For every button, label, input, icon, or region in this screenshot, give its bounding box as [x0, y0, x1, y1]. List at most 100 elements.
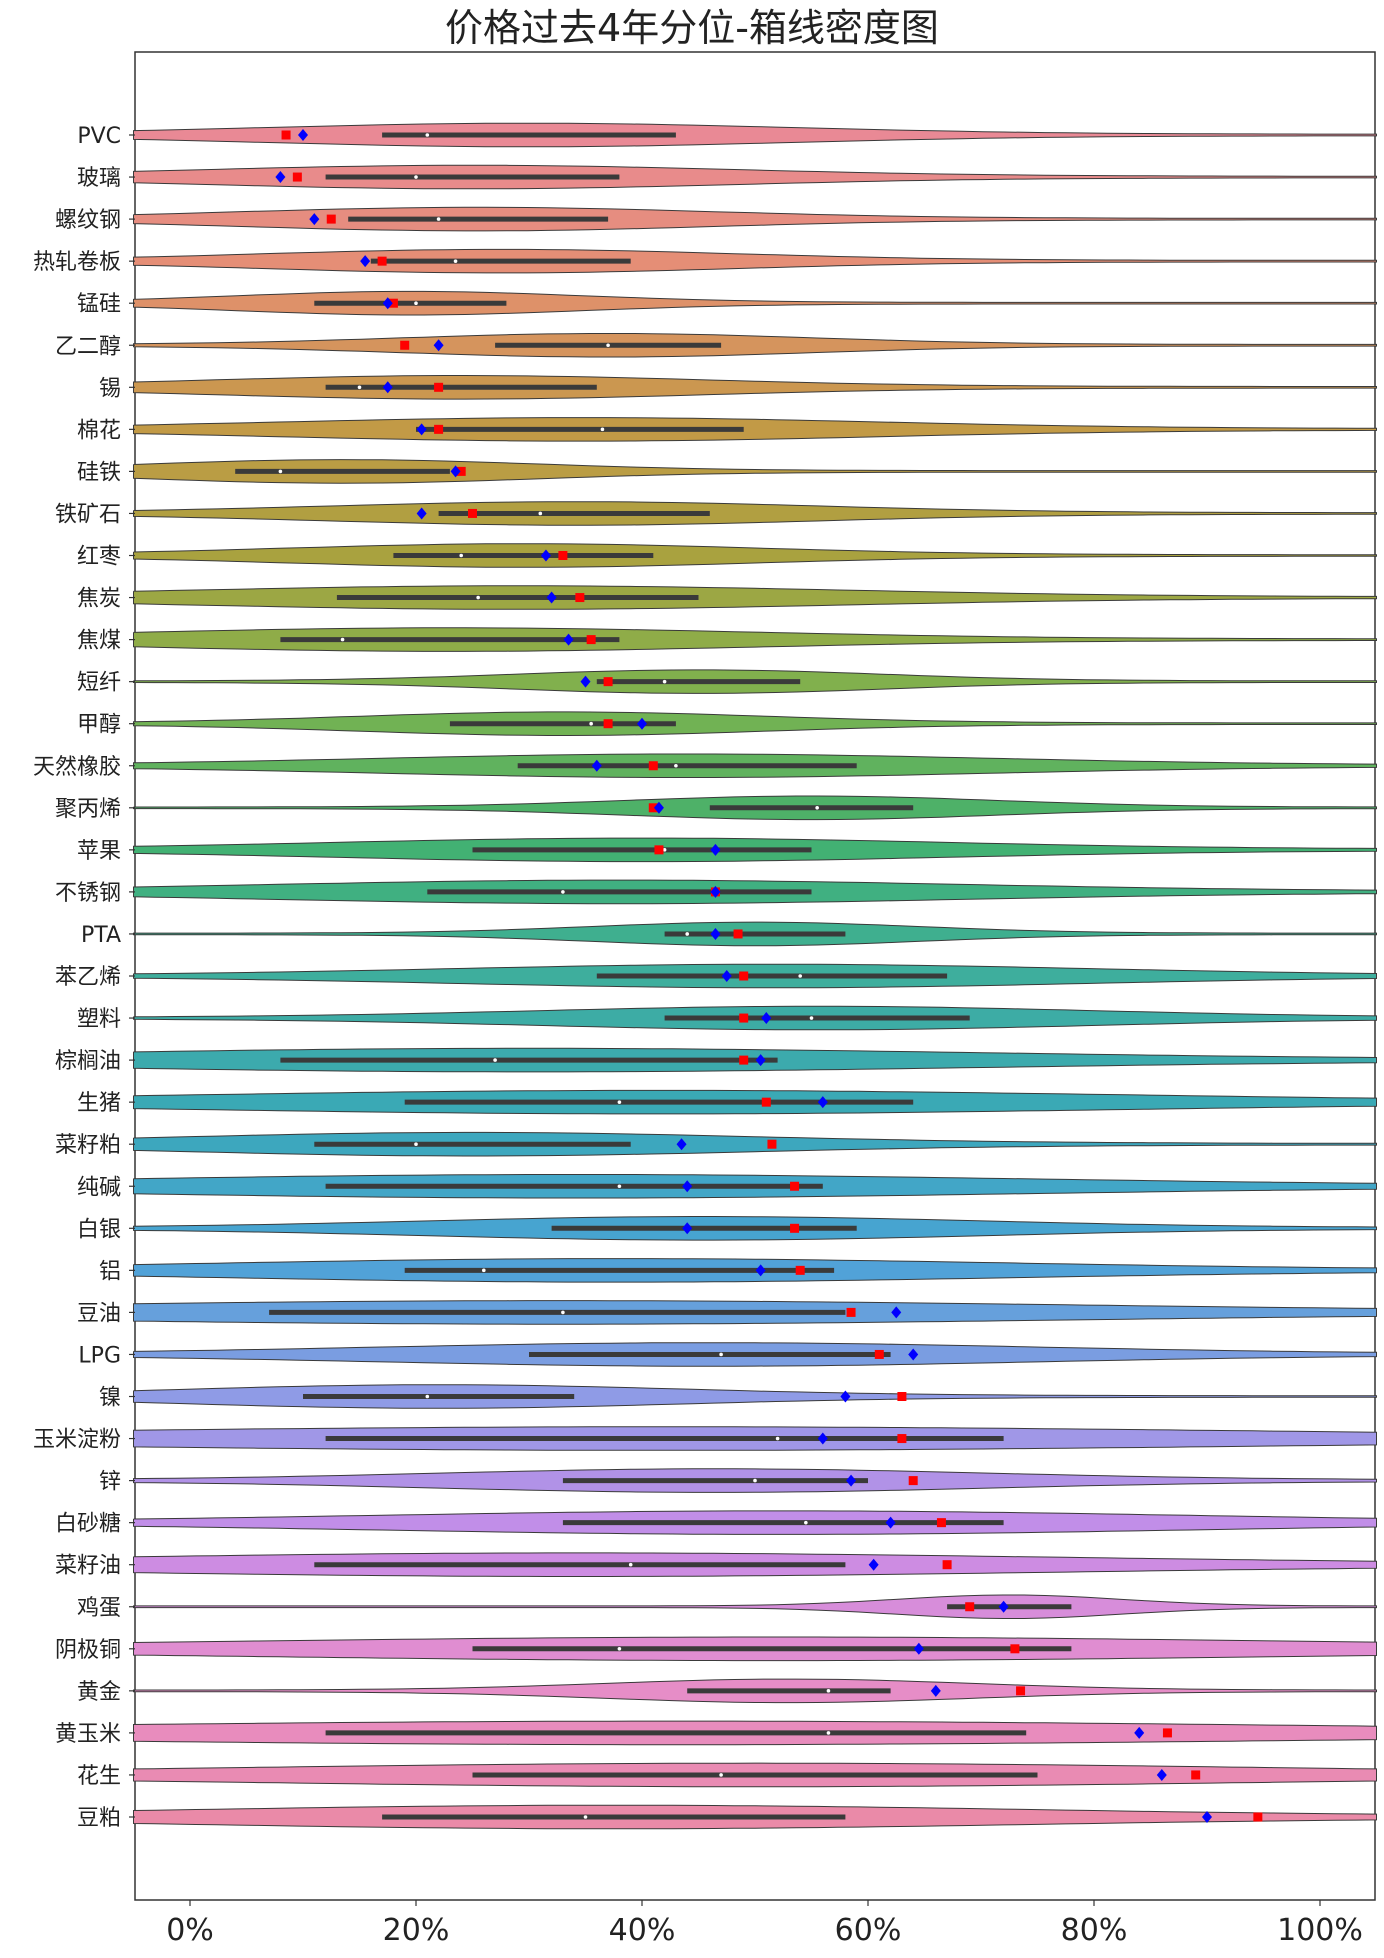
violin-body — [133, 164, 1377, 190]
blue-diamond-marker — [591, 759, 602, 772]
median-dot — [775, 1436, 780, 1441]
blue-diamond-marker — [580, 675, 591, 688]
red-square-marker — [603, 719, 613, 729]
blue-diamond-marker — [1134, 1726, 1145, 1739]
median-dot — [606, 343, 610, 348]
y-tick-label: LPG — [78, 1343, 121, 1368]
red-square-marker — [603, 677, 613, 687]
median-dot — [815, 806, 819, 810]
red-square-marker — [790, 1223, 800, 1233]
red-square-marker — [767, 1139, 777, 1149]
red-square-marker — [281, 130, 291, 140]
median-dot — [617, 1100, 622, 1104]
median-dot — [685, 932, 689, 936]
y-tick-label: 棉花 — [77, 418, 121, 443]
y-tick-label: 铝 — [99, 1259, 121, 1284]
blue-diamond-marker — [710, 885, 721, 898]
y-tick-label: 塑料 — [77, 1007, 121, 1032]
violin-body — [133, 333, 1377, 358]
median-dot — [809, 1016, 814, 1020]
y-tick-label: 焦炭 — [77, 587, 121, 612]
blue-diamond-marker — [416, 507, 427, 520]
y-tick-label: 玻璃 — [77, 166, 121, 191]
x-tick-label: 100% — [1277, 1913, 1363, 1948]
violin-body — [133, 627, 1377, 652]
blue-diamond-marker — [275, 171, 286, 184]
red-square-marker — [1253, 1812, 1263, 1822]
red-square-marker — [936, 1518, 946, 1528]
y-tick-label: 阴极铜 — [55, 1638, 121, 1663]
y-tick-label: 生猪 — [77, 1091, 121, 1116]
blue-diamond-marker — [540, 549, 551, 562]
blue-diamond-marker — [846, 1474, 857, 1487]
violin-body — [133, 248, 1377, 274]
y-tick-label: 甲醇 — [77, 713, 121, 738]
median-dot — [561, 1310, 565, 1315]
y-tick-label: 聚丙烯 — [55, 797, 121, 822]
y-tick-label: 鸡蛋 — [77, 1596, 121, 1621]
red-square-marker — [942, 1560, 952, 1570]
x-tick-label: 20% — [383, 1913, 450, 1948]
y-tick-label: 铁矿石 — [55, 502, 121, 527]
median-dot — [459, 553, 464, 558]
blue-diamond-marker — [721, 970, 732, 982]
blue-diamond-marker — [433, 339, 444, 352]
blue-diamond-marker — [637, 717, 647, 730]
blue-diamond-marker — [309, 213, 320, 226]
blue-diamond-marker — [755, 1054, 766, 1067]
red-square-marker — [897, 1392, 907, 1401]
median-dot — [662, 679, 667, 684]
violin-body — [133, 501, 1377, 526]
red-square-marker — [795, 1265, 805, 1275]
blue-diamond-marker — [382, 381, 393, 394]
blue-diamond-marker — [885, 1516, 896, 1529]
y-tick-label: 苹果 — [77, 839, 121, 864]
y-tick-label: 乙二醇 — [55, 334, 121, 359]
y-tick-label: 白银 — [77, 1217, 121, 1242]
violin-body — [133, 543, 1377, 568]
blue-diamond-marker — [450, 465, 461, 478]
red-square-marker — [733, 929, 743, 939]
median-dot — [798, 974, 802, 978]
blue-diamond-marker — [1156, 1768, 1167, 1781]
red-square-marker — [558, 551, 568, 560]
median-dot — [826, 1731, 831, 1735]
blue-diamond-marker — [710, 927, 721, 940]
median-dot — [589, 721, 593, 726]
red-square-marker — [874, 1349, 884, 1359]
violin-body — [133, 1594, 1377, 1619]
median-dot — [414, 1142, 418, 1146]
y-tick-label: PTA — [81, 923, 121, 948]
median-dot — [436, 217, 441, 221]
y-tick-label: 菜籽粕 — [55, 1133, 121, 1158]
red-square-marker — [654, 845, 664, 855]
y-tick-label: 热轧卷板 — [33, 250, 121, 275]
blue-diamond-marker — [891, 1306, 902, 1319]
y-tick-label: 螺纹钢 — [55, 208, 121, 233]
median-dot — [357, 385, 362, 390]
median-dot — [414, 175, 418, 179]
median-dot — [538, 511, 543, 516]
chart-title: 价格过去4年分位-箱线密度图 — [445, 6, 939, 50]
violin-body — [133, 290, 1377, 316]
blue-diamond-marker — [653, 801, 664, 814]
y-tick-label: PVC — [77, 124, 121, 149]
red-square-marker — [648, 761, 658, 771]
red-square-marker — [434, 382, 444, 392]
violin-body — [133, 122, 1377, 148]
median-dot — [753, 1478, 757, 1483]
violin-body — [133, 459, 1377, 484]
blue-diamond-marker — [682, 1180, 693, 1193]
red-square-marker — [739, 971, 749, 981]
y-tick-label: 黄金 — [77, 1680, 121, 1705]
median-dot — [340, 637, 345, 642]
red-square-marker — [388, 298, 398, 308]
red-square-marker — [739, 1013, 749, 1023]
red-square-marker — [897, 1434, 907, 1444]
y-tick-label: 玉米淀粉 — [33, 1428, 121, 1453]
blue-diamond-marker — [416, 423, 427, 436]
blue-diamond-marker — [840, 1390, 851, 1403]
blue-diamond-marker — [868, 1558, 879, 1571]
median-dot — [826, 1689, 831, 1693]
median-dot — [476, 595, 480, 600]
